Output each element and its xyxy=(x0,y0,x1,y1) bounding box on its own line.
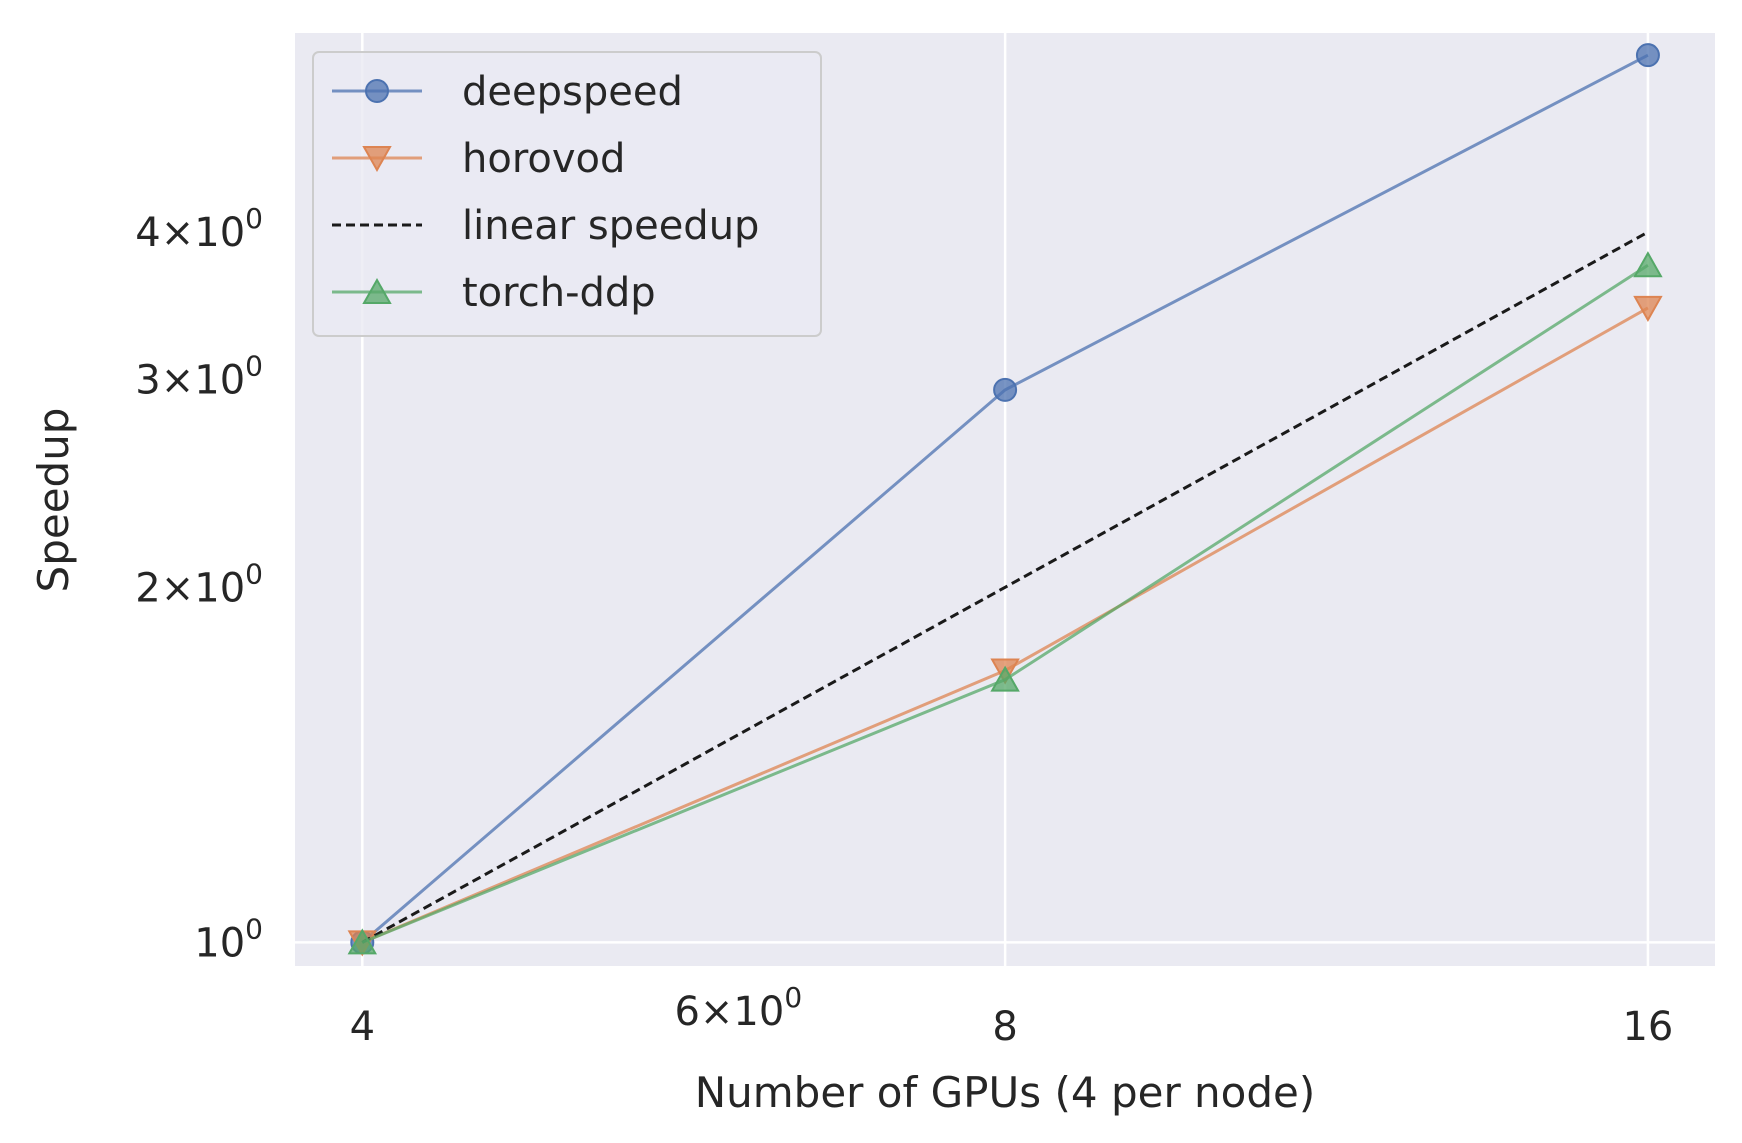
x-tick-label: 6×100 xyxy=(674,981,802,1035)
y-axis-label: Speedup xyxy=(29,408,78,593)
y-tick-label-base: 10 xyxy=(194,920,245,966)
legend-marker-deepspeed xyxy=(366,80,388,102)
y-tick-label: 100 xyxy=(194,912,263,966)
data-point-deepspeed xyxy=(1637,44,1659,66)
y-tick-label-exponent: 0 xyxy=(245,557,263,590)
y-tick-label-exponent: 0 xyxy=(245,912,263,945)
legend: deepspeed horovod linear speedup torch-ddp xyxy=(313,52,821,336)
legend-label-linear-speedup: linear speedup xyxy=(462,203,759,249)
y-tick-label: 2×100 xyxy=(135,557,263,611)
x-tick-label-base: 4 xyxy=(350,1004,375,1050)
legend-label-torch-ddp: torch-ddp xyxy=(462,270,656,316)
y-tick-label: 3×100 xyxy=(135,350,263,404)
y-tick-label-base: 2×10 xyxy=(135,565,245,611)
legend-label-deepspeed: deepspeed xyxy=(462,69,683,115)
x-axis-label: Number of GPUs (4 per node) xyxy=(695,1068,1316,1117)
x-tick-label: 4 xyxy=(350,1004,375,1050)
y-tick-label: 4×100 xyxy=(135,202,263,256)
y-tick-label-exponent: 0 xyxy=(245,350,263,383)
x-tick-label-base: 6×10 xyxy=(674,989,784,1035)
legend-label-horovod: horovod xyxy=(462,136,625,182)
x-tick-label: 8 xyxy=(992,1004,1017,1050)
x-tick-label-base: 8 xyxy=(992,1004,1017,1050)
x-tick-label-base: 16 xyxy=(1622,1004,1673,1050)
data-point-deepspeed xyxy=(994,379,1016,401)
y-tick-label-base: 4×10 xyxy=(135,210,245,256)
y-tick-label-exponent: 0 xyxy=(245,202,263,235)
y-tick-label-base: 3×10 xyxy=(135,358,245,404)
x-tick-label-exponent: 0 xyxy=(784,981,802,1014)
x-tick-label: 16 xyxy=(1622,1004,1673,1050)
